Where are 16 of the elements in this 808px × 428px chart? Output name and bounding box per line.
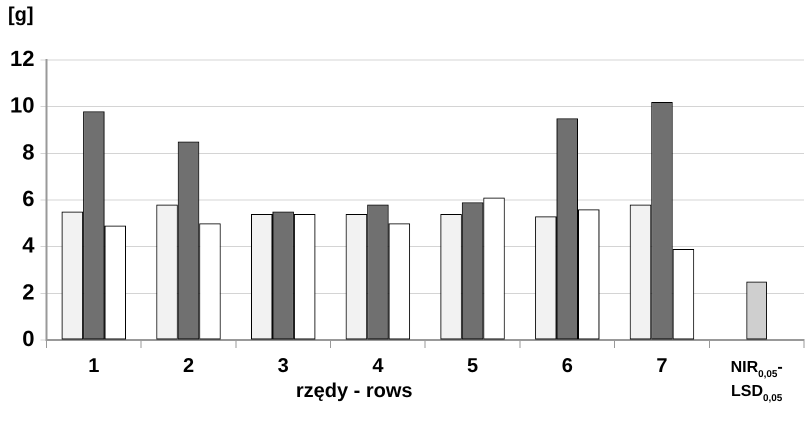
y-tick-label: 2 [22, 279, 34, 304]
y-tick-label: 0 [22, 326, 34, 352]
x-tick-label: 3 [278, 355, 289, 377]
x-tick-label: 7 [656, 355, 668, 377]
x-tick-label: 2 [182, 355, 194, 377]
x-tick-label: 5 [467, 355, 478, 377]
y-tick-label: 10 [10, 92, 34, 118]
y-tick-label: 6 [22, 186, 34, 212]
y-tick-label: 12 [10, 46, 34, 72]
x-tick-label: 4 [372, 355, 384, 377]
y-tick-label: 8 [22, 139, 34, 164]
y-axis-title: [g] [8, 4, 34, 27]
y-tick-label: 4 [22, 232, 36, 258]
x-axis-title: rzędy - rows [296, 380, 413, 403]
x-tick-label: 1 [88, 355, 100, 377]
x-tick-label: 6 [562, 355, 573, 377]
